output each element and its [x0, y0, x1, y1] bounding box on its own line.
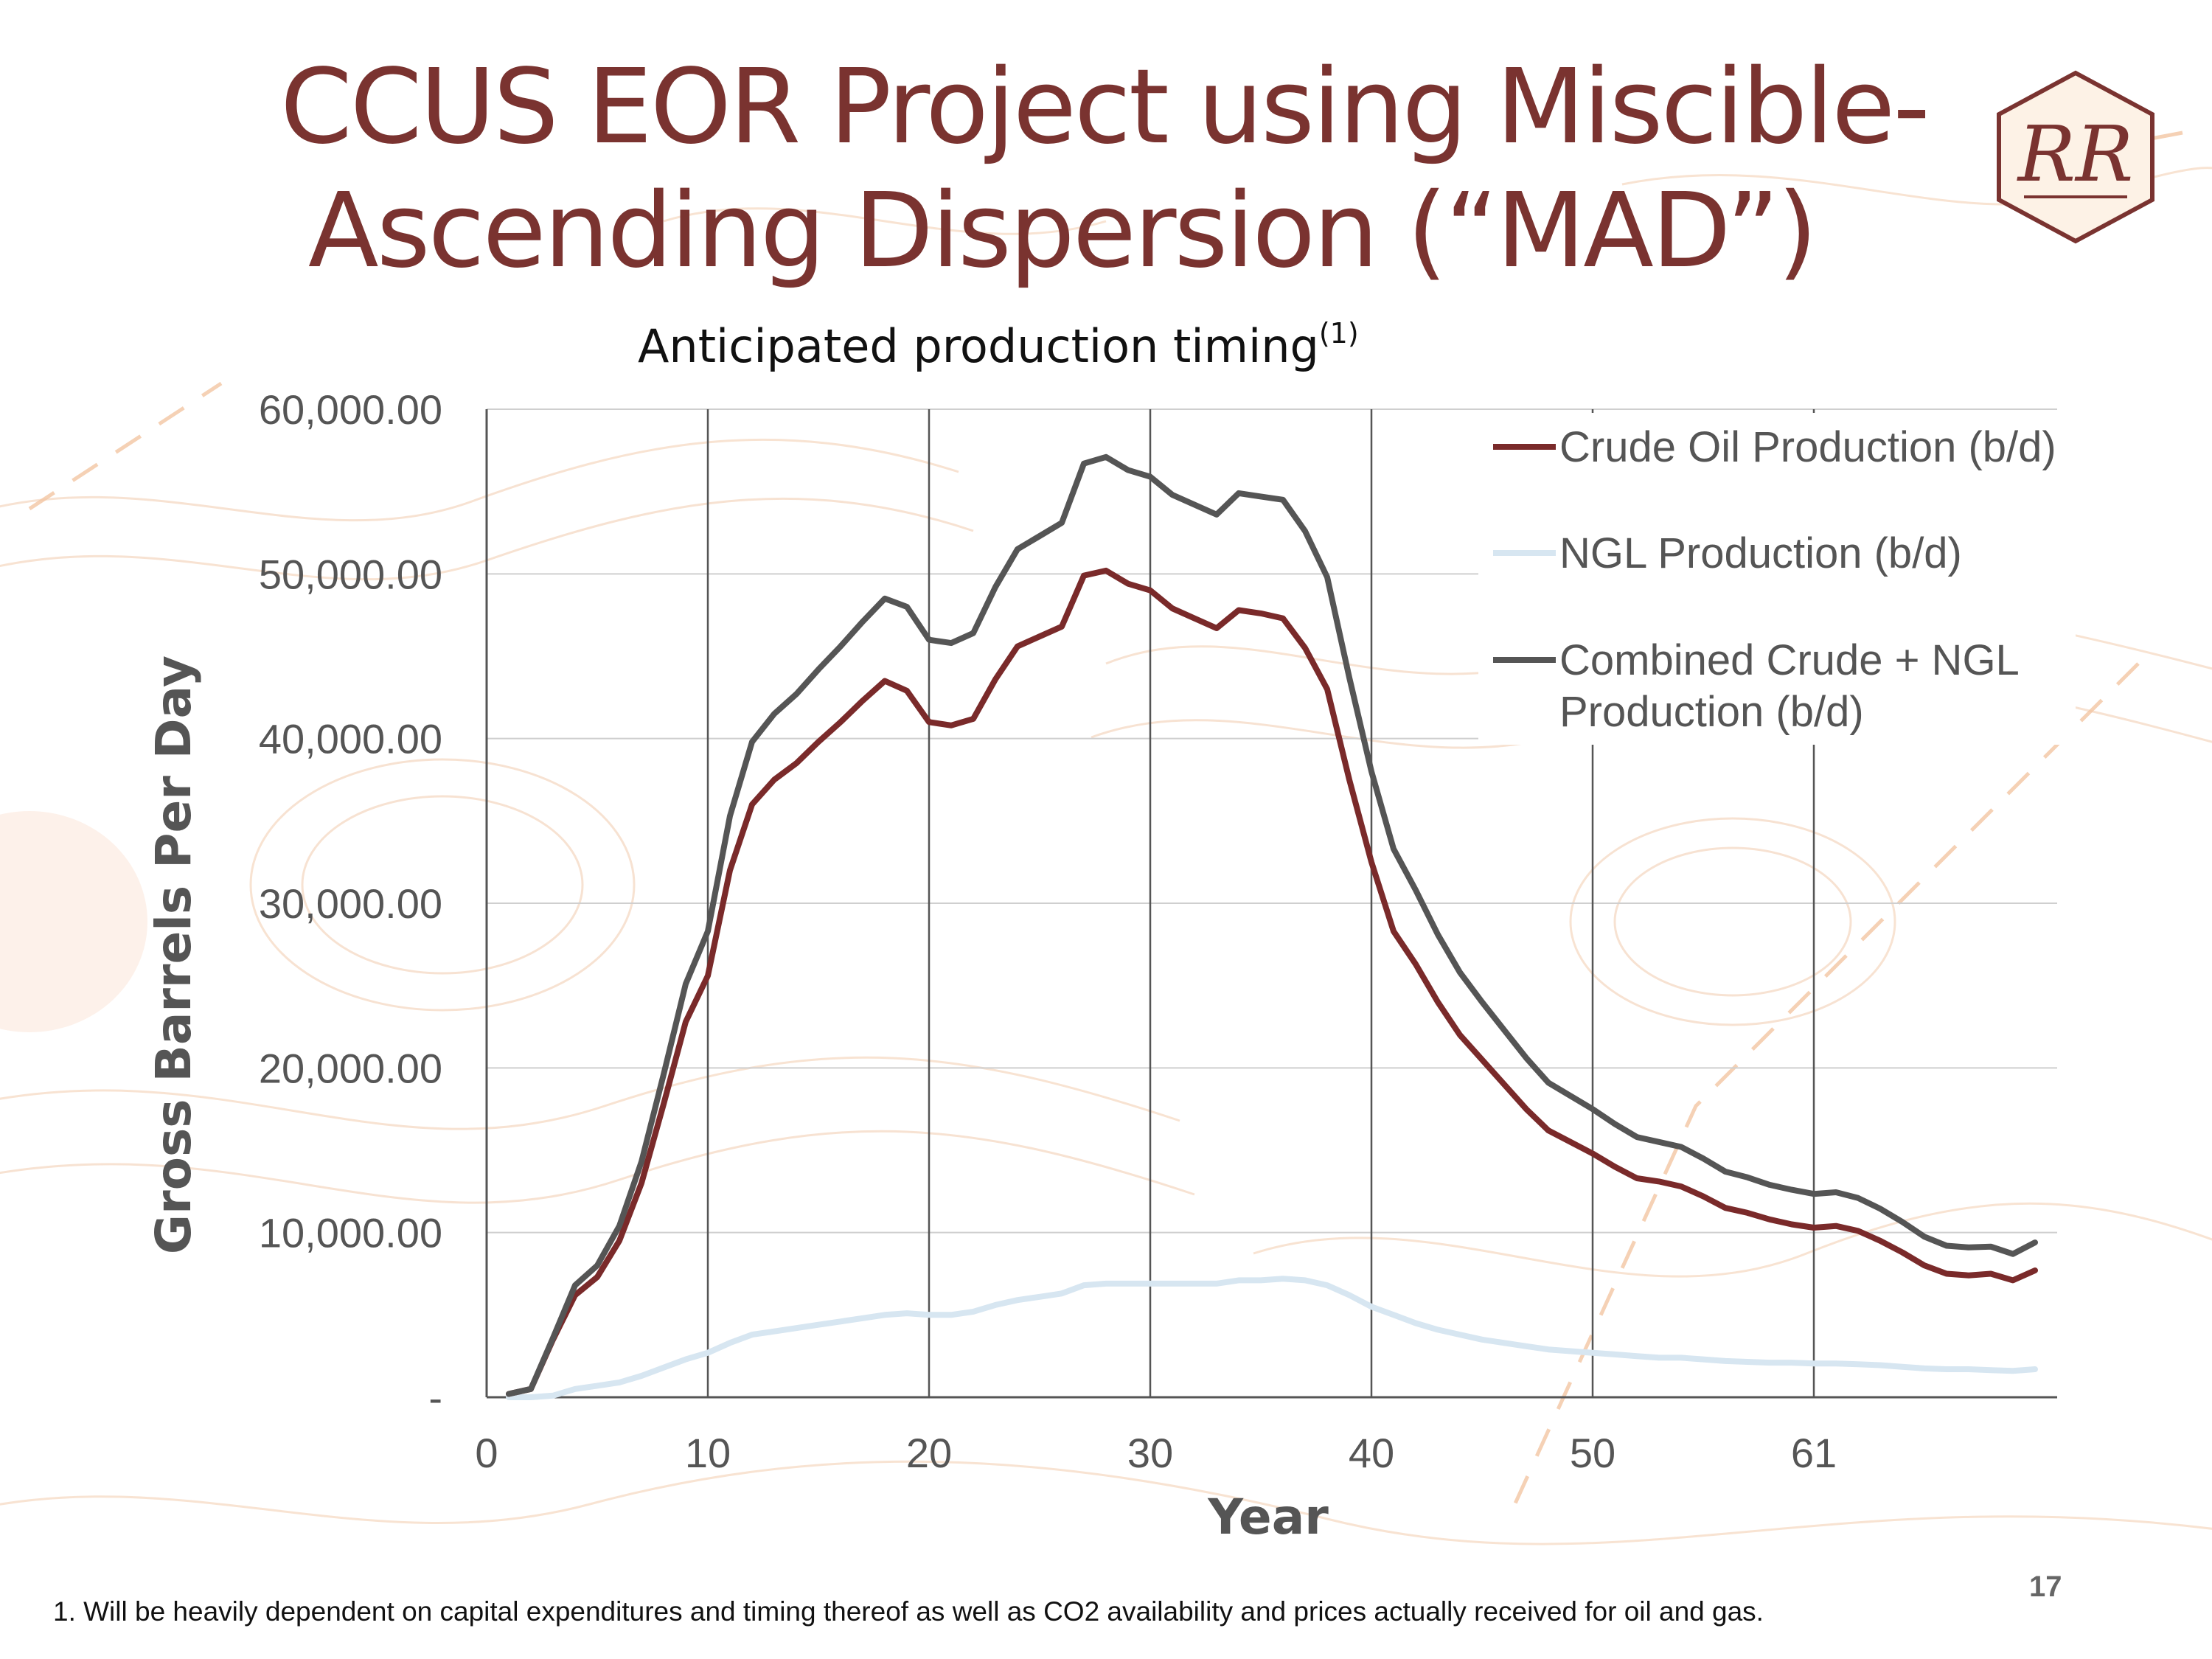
series-line-ngl: [506, 1276, 2038, 1400]
x-tick-label: 10: [685, 1430, 731, 1476]
slide-title-line-2: Ascending Dispersion (“MAD”): [307, 171, 1818, 291]
legend-label: Crude Oil Production (b/d): [1559, 423, 2056, 471]
legend-label: Production (b/d): [1559, 688, 1864, 736]
y-tick-label: 60,000.00: [259, 386, 442, 433]
chart-tick-labels: - 10,000.00 20,000.00 30,000.00 40,000.00 50,…: [259, 386, 1837, 1476]
y-tick-label: 20,000.00: [259, 1045, 442, 1091]
y-tick-label: -: [428, 1374, 442, 1421]
y-tick-label: 40,000.00: [259, 716, 442, 762]
legend-label: Combined Crude + NGL: [1559, 636, 2020, 684]
chart-legend: Crude Oil Production (b/d) NGL Production…: [1478, 413, 2076, 745]
chart-subtitle-footnote-marker: (1): [1318, 317, 1359, 349]
x-tick-label: 40: [1349, 1430, 1394, 1476]
x-tick-label: 61: [1791, 1430, 1837, 1476]
x-tick-label: 30: [1127, 1430, 1173, 1476]
chart-subtitle: Anticipated production timing(1): [638, 317, 1359, 373]
y-tick-label: 30,000.00: [259, 880, 442, 927]
slide-title-line-1: CCUS EOR Project using Miscible-: [280, 47, 1930, 167]
y-tick-label: 50,000.00: [259, 551, 442, 597]
legend-entry-crude-oil: Crude Oil Production (b/d): [1493, 423, 2056, 471]
y-axis-label: Gross Barrels Per Day: [145, 655, 202, 1254]
x-tick-label: 20: [906, 1430, 952, 1476]
legend-panel: [1478, 413, 2076, 745]
x-tick-label: 50: [1570, 1430, 1615, 1476]
legend-entry-ngl: NGL Production (b/d): [1493, 529, 1962, 577]
slide-title: CCUS EOR Project using Miscible- Ascendi…: [280, 46, 1930, 293]
x-axis-label: Year: [1207, 1489, 1329, 1545]
series-line-crude-oil: [506, 567, 2038, 1397]
legend-label: NGL Production (b/d): [1559, 529, 1962, 577]
y-tick-label: 10,000.00: [259, 1210, 442, 1256]
series-line-combined: [506, 453, 2038, 1397]
company-logo: RR: [1997, 70, 2154, 244]
page-number: 17: [2029, 1571, 2062, 1603]
footnote: 1. Will be heavily dependent on capital …: [53, 1596, 1764, 1627]
logo-monogram: RR: [2017, 109, 2134, 199]
chart-subtitle-text: Anticipated production timing: [638, 319, 1319, 373]
chart-axes: [485, 409, 2057, 1399]
x-tick-label: 0: [475, 1430, 498, 1476]
chart-series: [506, 453, 2038, 1400]
